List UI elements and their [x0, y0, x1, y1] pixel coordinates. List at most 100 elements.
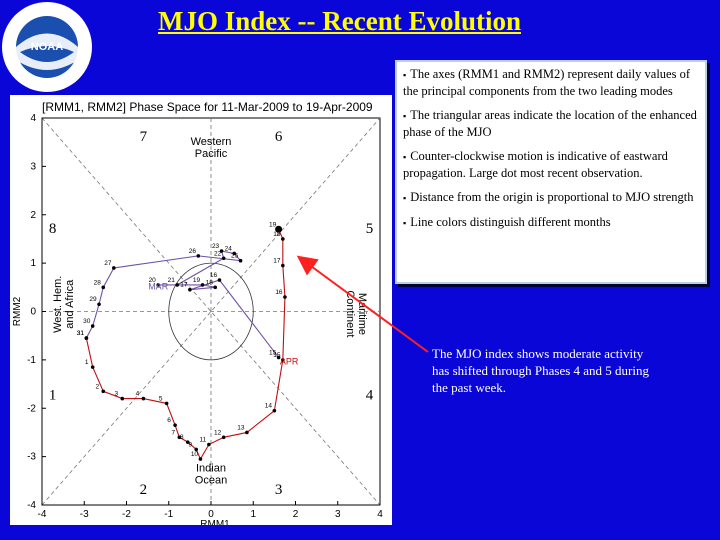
x-tick-label: 0	[208, 509, 214, 520]
data-point-label: 21	[168, 277, 176, 284]
data-point-label: 19	[269, 221, 277, 228]
data-point	[141, 396, 146, 401]
data-point	[156, 283, 160, 287]
data-point	[196, 254, 201, 258]
region-label-line: Ocean	[195, 475, 227, 487]
data-point-label: 29	[89, 296, 97, 303]
y-axis-label: RMM2	[12, 296, 23, 326]
unit-circle	[168, 262, 254, 361]
note-text: The axes (RMM1 and RMM2) represent daily…	[403, 67, 691, 98]
series-line-apr	[85, 229, 286, 461]
phase-number: 7	[140, 129, 148, 145]
notes-box: ▪ The axes (RMM1 and RMM2) represent dail…	[395, 60, 707, 284]
data-point	[90, 324, 95, 328]
x-axis-label: RMM1	[200, 519, 230, 525]
y-tick-label: 0	[30, 307, 36, 318]
phase-space-plot: [RMM1, RMM2] Phase Space for 11-Mar-2009…	[12, 100, 383, 525]
x-tick-label: 1	[250, 509, 256, 520]
region-label-line: Continent	[344, 290, 356, 337]
phase-number: 5	[366, 221, 374, 237]
data-point	[97, 302, 101, 307]
data-point-label: 28	[94, 279, 102, 286]
data-point	[245, 430, 249, 435]
region-label: West. Hem. and Africa	[52, 276, 76, 333]
data-point	[164, 401, 169, 406]
phase-number: 6	[275, 129, 283, 145]
note-item: ▪ The axes (RMM1 and RMM2) represent dail…	[403, 67, 691, 98]
data-point	[221, 256, 226, 261]
data-point-label: 8	[180, 434, 184, 441]
chart-title: [RMM1, RMM2] Phase Space for 11-Mar-2009…	[42, 100, 373, 114]
data-point-label: 9	[188, 441, 192, 448]
data-point-label: 19	[193, 277, 201, 284]
x-tick-label: -3	[80, 509, 89, 520]
page-title: MJO Index -- Recent Evolution	[158, 6, 521, 36]
latest-observation-dot	[275, 225, 283, 233]
data-point-label: 31	[77, 330, 85, 337]
data-point-label: 27	[104, 260, 112, 267]
data-point-label: 2	[95, 383, 99, 390]
data-point	[185, 440, 190, 444]
data-point	[221, 435, 226, 440]
noaa-logo: NOAA	[2, 2, 92, 92]
x-tick-label: 2	[293, 509, 299, 520]
data-point-label: 18	[206, 279, 214, 286]
x-tick-label: 3	[335, 509, 341, 520]
data-point-label: 31	[77, 330, 85, 337]
data-point	[281, 263, 285, 268]
data-point	[90, 365, 95, 369]
data-point-label: 11	[200, 437, 207, 444]
phase-number: 8	[49, 221, 57, 237]
data-point	[101, 285, 106, 290]
callout-text: The MJO index shows moderate activity ha…	[432, 346, 650, 395]
note-item: ▪ Distance from the origin is proportiona…	[403, 190, 694, 204]
data-point	[112, 266, 116, 270]
series-month-label: APR	[280, 357, 299, 367]
data-point	[283, 295, 287, 299]
data-point	[175, 283, 179, 287]
data-point-label: 25	[231, 253, 239, 260]
note-text: The triangular areas indicate the locati…	[403, 108, 697, 139]
data-point	[219, 249, 224, 253]
x-tick-label: -2	[122, 509, 131, 520]
data-point	[173, 423, 177, 427]
data-point-label: 16	[210, 272, 218, 279]
data-point-label: 3	[114, 391, 118, 398]
phase-number: 1	[49, 388, 57, 404]
data-point-label: 26	[189, 248, 197, 255]
region-label-line: Western	[191, 136, 232, 148]
note-text: Distance from the origin is proportional…	[410, 190, 694, 204]
region-label-line: and Africa	[64, 279, 76, 329]
x-tick-label: 4	[377, 509, 383, 520]
region-label-line: West. Hem.	[52, 276, 64, 333]
logo-center-text: NOAA	[31, 41, 63, 53]
note-text: Counter-clockwise motion is indicative o…	[403, 149, 668, 180]
data-point	[281, 237, 285, 241]
data-point-label: 17	[273, 258, 281, 265]
data-point-label: 17	[180, 282, 188, 289]
y-tick-label: 2	[30, 210, 36, 221]
data-point-label: 23	[212, 243, 220, 250]
x-tick-label: -4	[38, 509, 47, 520]
region-label-line: Pacific	[195, 148, 228, 160]
data-point-label: 18	[273, 231, 281, 238]
data-point-label: 13	[237, 424, 245, 431]
data-point-label: 1	[85, 359, 89, 366]
y-tick-label: -2	[27, 403, 36, 414]
data-point-label: 7	[172, 429, 176, 436]
data-point	[198, 457, 203, 461]
y-tick-label: 1	[30, 258, 36, 269]
series-month-label: MAR	[148, 282, 169, 292]
data-point	[276, 355, 281, 360]
data-point-label: 30	[83, 318, 91, 325]
data-point-label: 5	[159, 395, 163, 402]
data-point	[217, 278, 222, 282]
data-point	[194, 447, 199, 452]
data-point-label: 10	[191, 451, 199, 458]
note-item: ▪ Counter-clockwise motion is indicative …	[403, 149, 668, 180]
data-point	[177, 435, 182, 440]
data-point	[200, 283, 205, 287]
